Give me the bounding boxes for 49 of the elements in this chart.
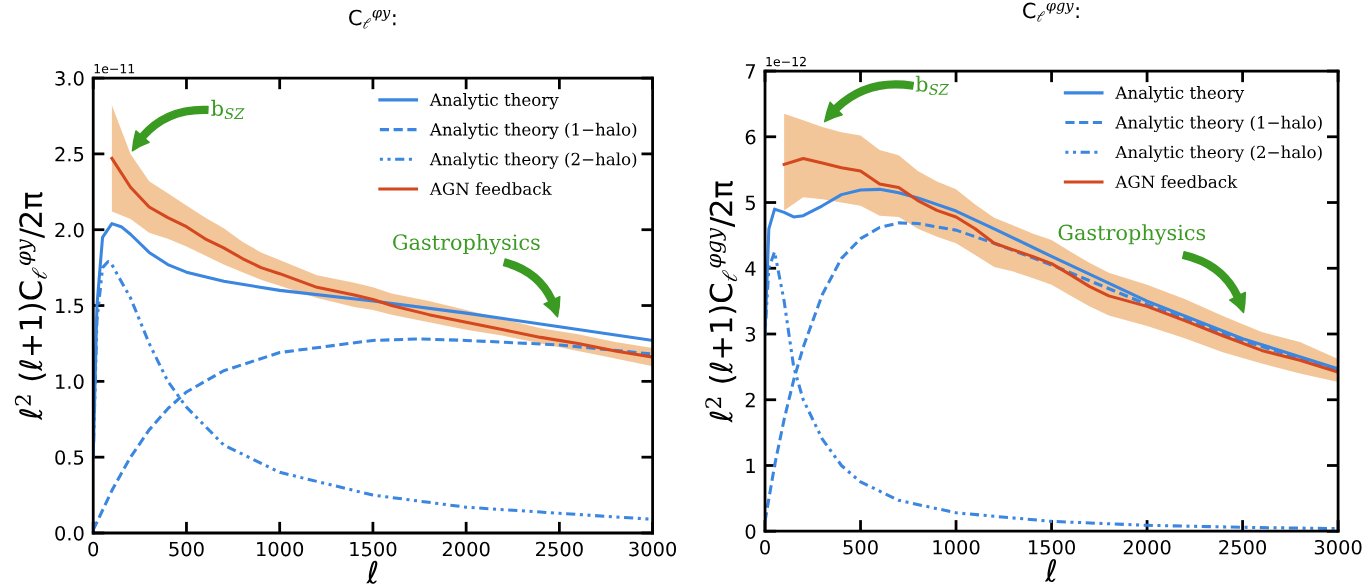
y-tick-label: 0.0 — [55, 525, 84, 541]
annotation: b$_{SZ}$ — [915, 75, 950, 95]
x-tick-label: 1500 — [1028, 539, 1076, 555]
x-tick-label: 3000 — [1314, 539, 1362, 555]
x-tick-label: 0 — [760, 539, 770, 555]
legend-label: Analytic theory — [1115, 86, 1245, 103]
x-tick-label: 1000 — [257, 541, 304, 557]
text: 1e−11 — [94, 64, 135, 74]
x-tick-label: 0 — [88, 541, 99, 557]
y-tick-label: 0 — [745, 524, 756, 539]
x-tick-label: 2500 — [1219, 539, 1267, 555]
x-tick-label: 3000 — [629, 541, 677, 557]
y-tick-label: 6 — [745, 129, 756, 145]
x-axis-title: ℓ — [1044, 558, 1057, 583]
chart-title: C$_{ℓ}$$^{φgy}$: — [1023, 2, 1079, 22]
y-tick-label: 1.5 — [56, 298, 84, 314]
y-tick-label: 3 — [745, 326, 756, 342]
legend-label: Analytic theory (1−halo) — [1115, 115, 1322, 133]
y-tick-label: 3.0 — [55, 71, 84, 86]
legend-label: Analytic theory — [429, 93, 559, 110]
y-tick-label: 4 — [745, 261, 756, 276]
annotation: Gastrophysics — [393, 233, 540, 255]
legend-label: Analytic theory (2−halo) — [1115, 145, 1322, 162]
x-tick-label: 2000 — [1123, 539, 1171, 555]
x-tick-label: 500 — [843, 539, 878, 555]
y-tick-label: 2.0 — [55, 222, 84, 238]
x-tick-label: 1000 — [933, 539, 980, 555]
y-tick-label: 1.0 — [56, 374, 84, 390]
x-tick-label: 2000 — [442, 541, 490, 557]
y-tick-label: 1 — [746, 458, 755, 473]
y-axis-title: ℓ$^{2}$ (ℓ+1)C$_{ℓ}$$^{φgy}$/2π — [705, 180, 738, 423]
y-tick-label: 7 — [745, 64, 756, 79]
x-axis-title: ℓ — [366, 560, 378, 584]
legend-label: Analytic theory (2−halo) — [429, 152, 637, 169]
y-tick-label: 2.5 — [55, 146, 84, 162]
text: 1e−12 — [766, 56, 806, 67]
y-tick-label: 2 — [745, 392, 755, 408]
legend-label: Analytic theory (1−halo) — [429, 122, 637, 140]
x-tick-label: 1500 — [350, 541, 397, 557]
x-tick-label: 500 — [169, 541, 204, 557]
x-tick-label: 2500 — [536, 541, 583, 557]
y-axis-title: ℓ$^{2}$ (ℓ+1)C$_{ℓ}$$^{φy}$/2π — [14, 192, 47, 421]
y-tick-label: 5 — [745, 195, 755, 211]
y-tick-label: 0.5 — [55, 450, 84, 465]
legend-label: AGN feedback — [1115, 175, 1238, 189]
legend-label: AGN feedback — [429, 182, 552, 196]
annotation: b$_{SZ}$ — [211, 99, 245, 120]
chart-title: C$_{ℓ}$$^{φy}$: — [349, 9, 396, 29]
annotation: Gastrophysics — [1058, 224, 1206, 245]
